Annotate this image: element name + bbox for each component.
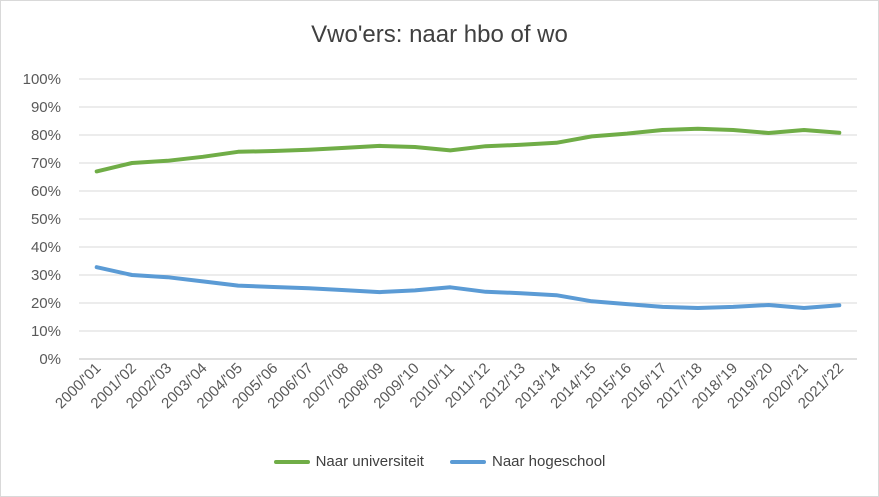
y-tick-label: 90% [31, 99, 61, 116]
data-point [662, 129, 663, 131]
line-chart: 0% 10% 20% 30% 40% 50% 60% 70% 80% 90% 100% 2000/'… [23, 71, 857, 412]
data-point [520, 292, 522, 294]
legend-label-universiteit: Naar universiteit [315, 453, 424, 470]
data-point [485, 145, 487, 147]
data-point [838, 132, 840, 134]
chart-title: Vwo'ers: naar hbo of wo [311, 21, 568, 48]
data-point [96, 266, 98, 268]
data-point [626, 133, 628, 135]
data-point [803, 307, 805, 309]
legend-item-hogeschool: Naar hogeschool [449, 453, 606, 470]
data-point [166, 276, 168, 278]
series-line-0 [94, 126, 842, 174]
data-point [131, 162, 133, 164]
data-point [273, 150, 274, 152]
legend-item-universiteit: Naar universiteit [273, 453, 424, 470]
data-point [166, 160, 168, 162]
y-tick-label: 100% [23, 71, 61, 88]
data-point [697, 128, 699, 130]
data-point [343, 289, 345, 291]
data-point [379, 145, 381, 147]
legend: Naar universiteit Naar hogeschool [1, 453, 878, 470]
data-point [449, 149, 451, 151]
data-point [449, 286, 451, 288]
y-tick-label: 50% [31, 211, 61, 228]
data-point [803, 129, 805, 131]
data-point [414, 146, 416, 148]
data-point [308, 149, 310, 151]
y-tick-label: 80% [31, 127, 61, 144]
data-point [273, 286, 274, 288]
data-point [732, 306, 734, 308]
y-tick-label: 10% [31, 323, 61, 340]
data-point [697, 307, 699, 309]
y-tick-label: 30% [31, 267, 61, 284]
legend-swatch-universiteit [273, 459, 310, 464]
y-tick-label: 20% [31, 295, 61, 312]
data-point [768, 304, 770, 306]
data-point [343, 147, 345, 149]
data-point [308, 287, 310, 289]
y-tick-label: 0% [39, 351, 61, 368]
data-point [414, 289, 416, 291]
legend-swatch-hogeschool [449, 459, 486, 464]
data-point [662, 306, 663, 308]
data-point [202, 156, 204, 158]
data-point [555, 142, 557, 144]
data-point [520, 144, 522, 146]
series-line-1 [94, 265, 842, 310]
y-tick-label: 60% [31, 183, 61, 200]
data-point [131, 274, 133, 276]
data-point [485, 291, 487, 293]
data-point [202, 280, 204, 282]
y-axis-ticks: 0% 10% 20% 30% 40% 50% 60% 70% 80% 90% 100% [23, 71, 61, 368]
data-point [237, 151, 239, 153]
x-axis-ticks: 2000/'012001/'022002/'032003/'042004/'05… [52, 360, 847, 412]
data-point [379, 291, 381, 293]
data-point [555, 294, 557, 296]
legend-label-hogeschool: Naar hogeschool [491, 453, 606, 470]
y-tick-label: 40% [31, 239, 61, 256]
data-point [768, 132, 770, 134]
data-point [626, 303, 628, 305]
data-point [591, 300, 593, 302]
data-point [96, 170, 98, 172]
y-tick-label: 70% [31, 155, 61, 172]
data-point [732, 129, 734, 131]
data-point [591, 135, 593, 137]
series-lines [94, 126, 842, 310]
grid-lines [79, 78, 857, 360]
data-point [237, 285, 239, 287]
data-point [838, 304, 840, 306]
